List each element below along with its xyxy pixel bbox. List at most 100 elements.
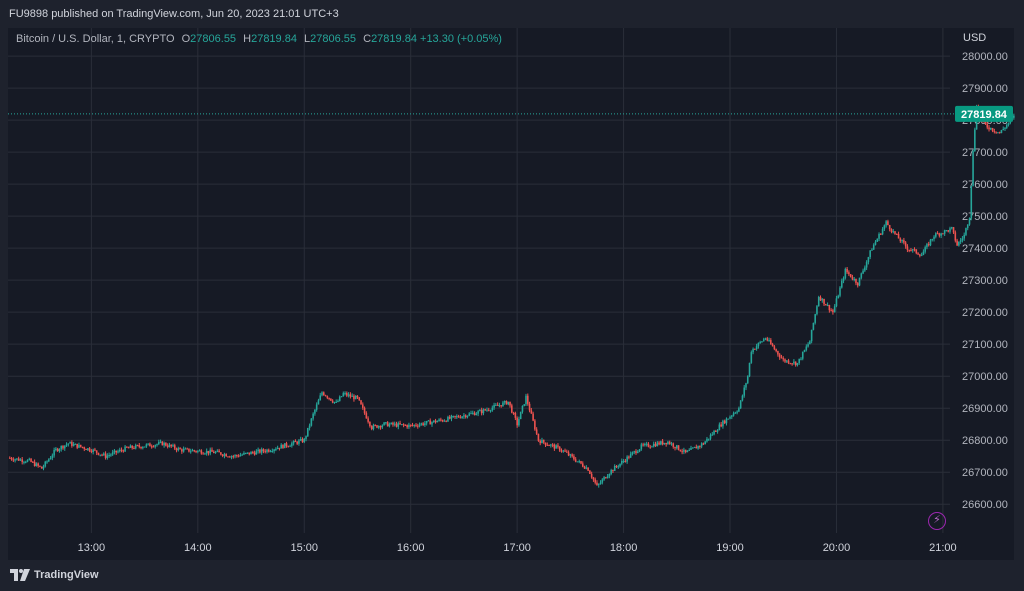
candle-body bbox=[610, 470, 612, 474]
candle-body bbox=[725, 418, 728, 424]
candle-body bbox=[697, 445, 699, 449]
candle-body bbox=[656, 442, 659, 447]
candle-body bbox=[221, 454, 224, 456]
candle-body bbox=[915, 249, 918, 254]
lightning-icon[interactable]: ⚡ bbox=[928, 512, 946, 530]
close-label: C bbox=[363, 33, 372, 45]
candle-body bbox=[434, 420, 437, 423]
candle-body bbox=[901, 240, 903, 242]
candle-body bbox=[122, 450, 125, 452]
candle-body bbox=[895, 233, 898, 235]
candle-body bbox=[10, 458, 13, 460]
candle-body bbox=[771, 344, 774, 347]
candle-body bbox=[127, 447, 130, 449]
candle-body bbox=[825, 304, 827, 306]
candle-body bbox=[197, 450, 199, 452]
candle-body bbox=[528, 403, 531, 411]
candle-body bbox=[365, 413, 368, 419]
candle-body bbox=[202, 453, 204, 455]
candle-body bbox=[642, 444, 644, 446]
candle-body bbox=[947, 230, 950, 232]
candle-body bbox=[860, 273, 863, 278]
candle-body bbox=[926, 244, 928, 248]
candle-body bbox=[505, 400, 508, 405]
candle-body bbox=[443, 420, 446, 422]
candle-body bbox=[374, 425, 377, 427]
candle-body bbox=[404, 425, 407, 427]
candle-body bbox=[246, 452, 249, 454]
candle-body bbox=[535, 429, 538, 434]
candle-body bbox=[842, 278, 845, 281]
y-tick-label: 26900.00 bbox=[962, 403, 1008, 415]
chart-panel[interactable] bbox=[8, 28, 1014, 560]
candle-body bbox=[876, 238, 879, 242]
candle-body bbox=[798, 358, 801, 364]
candle-body bbox=[867, 257, 870, 263]
candle-body bbox=[209, 449, 212, 454]
candle-body bbox=[550, 444, 552, 446]
candle-body bbox=[136, 445, 139, 447]
candle-body bbox=[182, 448, 185, 452]
candle-body bbox=[727, 418, 730, 420]
candle-body bbox=[44, 461, 47, 467]
candle-body bbox=[562, 450, 565, 452]
footer-bar bbox=[0, 560, 1024, 591]
candle-body bbox=[104, 453, 107, 458]
candle-body bbox=[516, 417, 518, 426]
candle-body bbox=[53, 450, 55, 456]
candle-body bbox=[530, 410, 533, 414]
candle-body bbox=[308, 425, 311, 428]
candle-body bbox=[110, 454, 112, 456]
candle-body bbox=[298, 440, 300, 444]
candle-body bbox=[615, 465, 618, 467]
candle-body bbox=[477, 411, 479, 414]
candle-body bbox=[617, 466, 620, 468]
candle-body bbox=[19, 459, 22, 461]
candle-body bbox=[138, 445, 141, 447]
candle-body bbox=[605, 477, 607, 479]
candle-body bbox=[106, 455, 109, 458]
candle-body bbox=[949, 228, 951, 232]
candle-body bbox=[81, 446, 84, 448]
candle-body bbox=[496, 404, 499, 406]
candle-body bbox=[307, 427, 309, 437]
candle-body bbox=[179, 448, 181, 450]
candle-body bbox=[381, 425, 384, 428]
candle-body bbox=[118, 449, 121, 452]
candle-body bbox=[899, 238, 902, 242]
candle-body bbox=[39, 465, 41, 467]
candle-body bbox=[670, 443, 673, 445]
candle-body bbox=[495, 404, 497, 406]
candle-body bbox=[624, 460, 627, 462]
brand-logo[interactable]: TradingView bbox=[10, 568, 99, 582]
candle-body bbox=[131, 445, 133, 448]
candle-body bbox=[173, 445, 176, 449]
candle-body bbox=[486, 409, 488, 411]
candle-body bbox=[558, 446, 561, 451]
candle-body bbox=[466, 415, 469, 418]
candle-body bbox=[663, 442, 666, 445]
candle-body bbox=[628, 456, 630, 458]
candle-body bbox=[674, 446, 676, 449]
candle-body bbox=[140, 446, 142, 449]
candle-body bbox=[207, 450, 210, 454]
candle-body bbox=[163, 443, 165, 446]
candle-body bbox=[126, 446, 128, 448]
candle-body bbox=[475, 413, 478, 416]
candle-body bbox=[289, 445, 291, 447]
candle-body bbox=[704, 441, 706, 445]
candle-body bbox=[1004, 127, 1006, 129]
candle-body bbox=[347, 394, 350, 396]
candle-body bbox=[303, 438, 306, 443]
candle-body bbox=[707, 438, 710, 440]
candle-body bbox=[897, 233, 900, 239]
candle-body bbox=[255, 451, 258, 455]
candle-body bbox=[353, 395, 355, 400]
candle-body bbox=[764, 338, 767, 340]
candle-body bbox=[67, 443, 70, 445]
candle-body bbox=[913, 249, 916, 251]
candle-body bbox=[958, 241, 960, 246]
candle-body bbox=[338, 396, 341, 401]
candle-body bbox=[676, 445, 678, 449]
